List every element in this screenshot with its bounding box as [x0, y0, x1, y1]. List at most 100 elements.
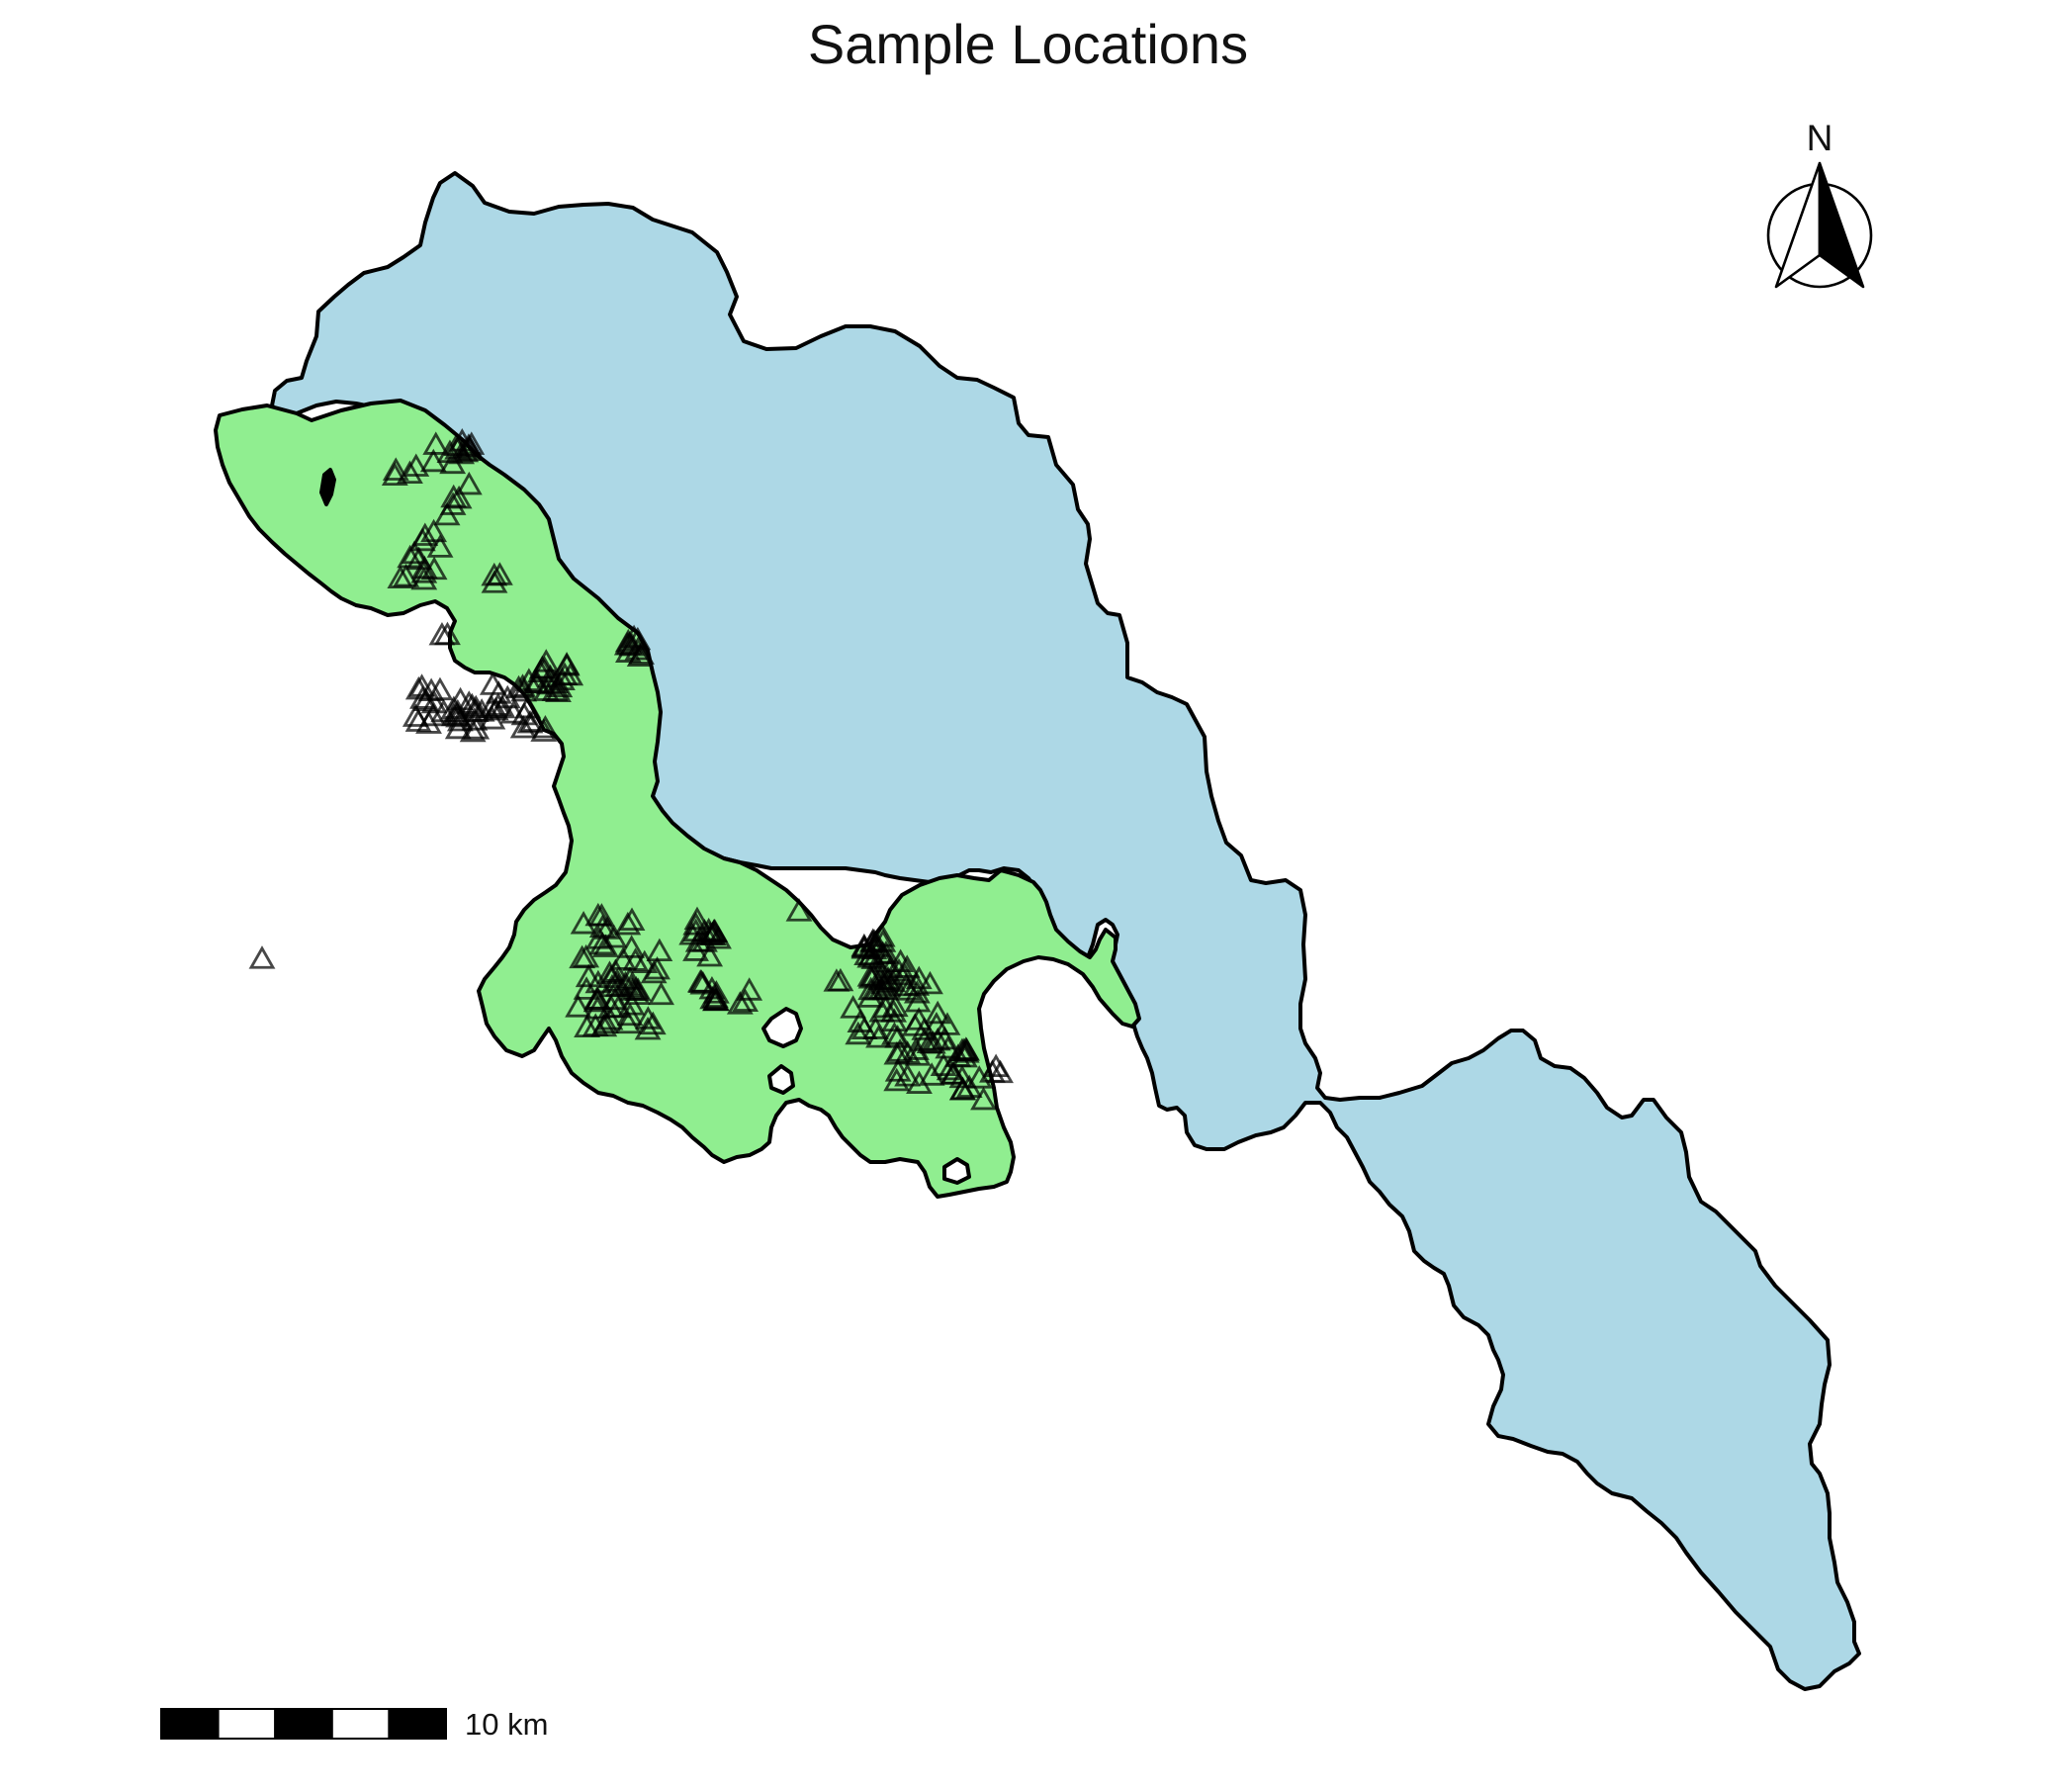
- sample-point: [935, 1034, 962, 1059]
- sample-point: [845, 1021, 872, 1045]
- north-arrow-right: [1818, 161, 1865, 289]
- sample-point: [840, 995, 867, 1019]
- scale-bar: [160, 1708, 447, 1740]
- sample-point: [827, 967, 854, 992]
- sample-point: [687, 969, 715, 993]
- sample-point: [948, 1064, 976, 1089]
- sample-point: [381, 462, 408, 487]
- sample-point: [553, 653, 581, 676]
- sample-point: [905, 1007, 933, 1030]
- sample-point: [420, 689, 448, 714]
- sample-point: [412, 687, 440, 712]
- sample-point: [434, 621, 461, 646]
- sample-point: [951, 1043, 978, 1068]
- sample-point: [634, 1006, 662, 1030]
- sample-point: [785, 898, 813, 922]
- sample-point: [970, 1086, 997, 1111]
- sample-point: [871, 948, 899, 973]
- sample-point: [410, 560, 438, 583]
- sample-point: [609, 946, 637, 970]
- sample-point: [868, 999, 896, 1023]
- sample-point: [404, 708, 432, 732]
- sample-point: [613, 632, 641, 656]
- scale-bar-segment: [330, 1708, 391, 1740]
- scale-bar-segment: [160, 1708, 220, 1740]
- sample-point: [684, 929, 712, 952]
- sample-point: [514, 694, 542, 719]
- sample-point: [505, 674, 532, 699]
- sample-point: [415, 710, 442, 734]
- sample-point: [456, 437, 484, 461]
- sample-point: [903, 972, 931, 996]
- sample-point: [573, 943, 600, 968]
- north-arrow-left: [1774, 161, 1822, 289]
- sample-point: [867, 966, 895, 991]
- sample-point: [624, 636, 652, 661]
- sample-point: [604, 973, 632, 997]
- sample-point: [894, 1040, 922, 1064]
- sample-point: [486, 562, 513, 585]
- scale-bar-segment: [217, 1708, 277, 1740]
- sample-point: [952, 1036, 980, 1060]
- sample-point: [702, 987, 730, 1011]
- sample-point: [575, 963, 602, 988]
- sample-point: [583, 996, 611, 1020]
- sample-point: [930, 1052, 957, 1076]
- sample-point: [923, 1012, 950, 1035]
- sample-point: [426, 534, 454, 558]
- north-arrow: N: [1766, 118, 1873, 289]
- sample-point: [410, 566, 438, 590]
- sample-point: [522, 670, 550, 693]
- sample-point: [624, 977, 652, 1002]
- sample-point: [924, 1000, 951, 1025]
- sample-point: [433, 501, 461, 526]
- map-title: Sample Locations: [807, 13, 1249, 75]
- sample-point: [616, 1002, 644, 1027]
- north-label: N: [1807, 118, 1833, 158]
- sample-point: [591, 934, 619, 957]
- sample-point: [485, 680, 512, 704]
- sample-point: [917, 970, 943, 995]
- sample-point: [948, 1077, 976, 1101]
- lake-hole: [767, 1064, 795, 1095]
- sample-point: [393, 564, 420, 587]
- sample-point: [574, 1014, 600, 1038]
- sample-point: [618, 907, 646, 931]
- sample-point: [736, 977, 763, 1001]
- sample-point: [582, 988, 610, 1013]
- sample-point: [440, 484, 468, 508]
- sample-point: [919, 1030, 946, 1054]
- sample-point: [248, 945, 276, 969]
- blue-catchment-polygon: [270, 171, 1861, 1691]
- sample-point: [509, 714, 537, 739]
- lake-hole: [942, 1157, 971, 1185]
- sample-point: [858, 930, 886, 953]
- sample-point: [894, 1063, 922, 1087]
- sample-point: [382, 457, 409, 481]
- sample-point: [587, 903, 615, 927]
- sample-point: [455, 471, 483, 495]
- sample-point: [877, 954, 905, 979]
- sample-point: [614, 1010, 642, 1034]
- sample-point: [904, 1042, 932, 1066]
- sample-point: [588, 914, 616, 939]
- sample-point: [646, 938, 673, 962]
- sample-point: [532, 714, 559, 739]
- sample-point: [603, 968, 631, 992]
- sample-point: [485, 692, 512, 716]
- sample-point: [648, 981, 674, 1006]
- sample-point: [639, 1011, 667, 1035]
- sample-points-layer: [248, 428, 1014, 1111]
- sample-point: [409, 685, 436, 709]
- sample-point: [853, 941, 881, 966]
- sample-point: [387, 565, 414, 588]
- sample-point: [644, 955, 670, 980]
- sample-point: [614, 911, 642, 936]
- sample-point: [618, 992, 646, 1016]
- sample-point: [439, 450, 467, 475]
- scale-bar-segment: [274, 1708, 333, 1740]
- sample-point: [856, 984, 884, 1008]
- sample-point: [444, 436, 471, 460]
- sample-point: [541, 677, 569, 701]
